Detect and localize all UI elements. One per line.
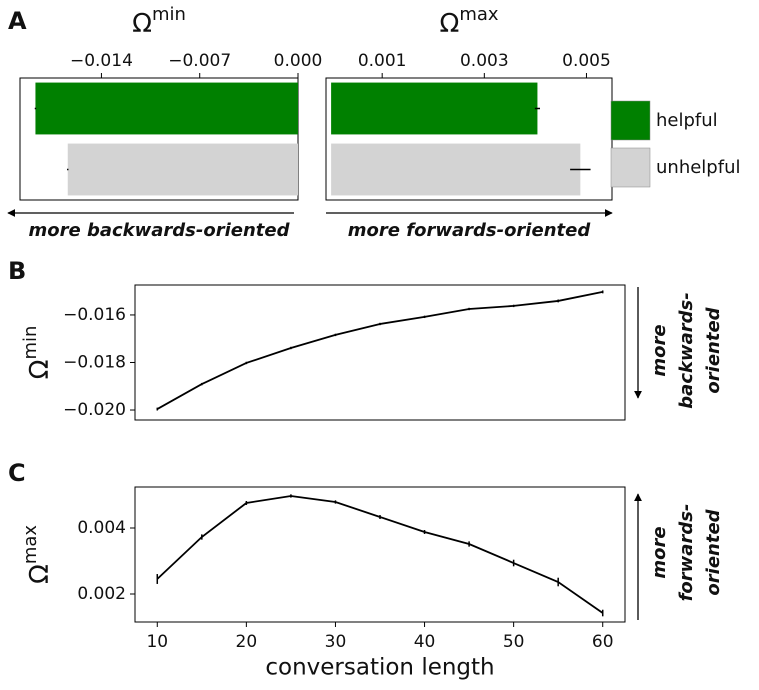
panel-label: A <box>8 7 27 35</box>
y-tick-label: −0.018 <box>63 352 126 372</box>
direction-label: more forwards-oriented <box>348 220 592 241</box>
panel-label: B <box>8 257 26 285</box>
axis-title: Ωmin <box>132 4 186 39</box>
x-tick-label: 30 <box>325 632 347 652</box>
data-line <box>156 291 603 410</box>
direction-label: more <box>649 526 670 578</box>
y-axis-label: Ωmin <box>20 326 55 380</box>
y-tick-label: −0.016 <box>63 305 126 325</box>
y-axis-label-sup: min <box>20 326 41 360</box>
y-tick-label: 0.002 <box>77 584 126 604</box>
y-axis-label-base: Ω <box>25 564 55 584</box>
x-tick-label: −0.007 <box>168 51 231 71</box>
x-tick-label: 40 <box>414 632 436 652</box>
x-tick-label: 50 <box>503 632 525 652</box>
y-axis-label: Ωmax <box>20 525 55 584</box>
axis-title-sup: min <box>152 4 186 25</box>
direction-label: more backwards-oriented <box>29 220 291 241</box>
x-tick-label: 20 <box>236 632 258 652</box>
direction-label: oriented <box>703 508 724 595</box>
direction-label: more <box>649 324 670 376</box>
plot-frame <box>134 486 626 623</box>
bar <box>67 143 299 196</box>
axis-title-base: Ω <box>132 9 152 39</box>
x-tick-label: 0.005 <box>562 51 611 71</box>
plot-frame <box>134 284 626 421</box>
direction-label: oriented <box>703 306 724 393</box>
data-line <box>156 495 604 614</box>
axis-title-base: Ω <box>439 9 459 39</box>
direction-label: forwards- <box>676 504 697 602</box>
x-tick-label: 0.001 <box>358 51 407 71</box>
y-tick-label: −0.020 <box>63 400 126 420</box>
plot-frame <box>19 77 299 201</box>
x-tick-label: 0.000 <box>274 51 323 71</box>
bar <box>331 143 581 196</box>
panel-label: C <box>8 459 26 487</box>
legend-label: unhelpful <box>656 157 740 178</box>
x-axis-label: conversation length <box>265 655 494 681</box>
x-tick-label: −0.014 <box>70 51 133 71</box>
axis-title: Ωmax <box>439 4 498 39</box>
y-axis-label-sup: max <box>20 525 41 565</box>
bar <box>331 82 538 135</box>
direction-label: backwards- <box>676 292 697 408</box>
axis-title-sup: max <box>459 4 499 25</box>
y-axis-label-base: Ω <box>25 360 55 380</box>
legend-swatch <box>610 147 651 188</box>
bar <box>35 82 298 135</box>
legend-label: helpful <box>656 110 718 131</box>
x-tick-label: 10 <box>146 632 168 652</box>
x-tick-label: 0.003 <box>460 51 509 71</box>
x-tick-label: 60 <box>592 632 614 652</box>
legend-swatch <box>610 100 651 141</box>
y-tick-label: 0.004 <box>77 518 126 538</box>
